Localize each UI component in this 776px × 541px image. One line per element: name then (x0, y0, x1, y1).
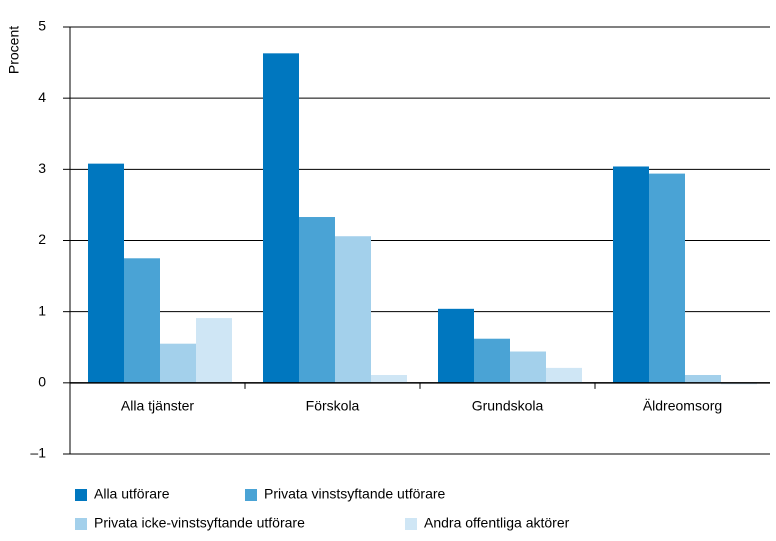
legend-label: Privata icke-vinstsyftande utförare (94, 515, 305, 531)
y-tick-label: 2 (38, 231, 46, 247)
y-axis-label: Procent (6, 26, 22, 74)
bar (371, 375, 407, 383)
bar (438, 308, 474, 383)
legend-label: Privata vinstsyftande utförare (264, 486, 446, 502)
legend-swatch (75, 518, 87, 530)
legend-label: Alla utförare (94, 486, 170, 502)
bar (88, 163, 124, 383)
x-tick-label: Alla tjänster (121, 398, 194, 414)
bar (474, 338, 510, 383)
bar (613, 166, 649, 383)
bar (196, 318, 232, 383)
bar (685, 375, 721, 383)
y-tick-label: 4 (38, 89, 46, 105)
legend-swatch (245, 489, 257, 501)
legend-label: Andra offentliga aktörer (424, 515, 570, 531)
x-tick-label: Förskola (306, 398, 360, 414)
bar (124, 258, 160, 383)
bar (160, 343, 196, 383)
x-tick-label: Grundskola (472, 398, 544, 414)
bar (263, 53, 299, 383)
y-tick-label: 1 (38, 302, 46, 318)
y-tick-label: 0 (38, 374, 46, 390)
y-tick-label: 3 (38, 160, 46, 176)
legend-swatch (75, 489, 87, 501)
bar (546, 367, 582, 383)
bar (649, 173, 685, 383)
bar (299, 217, 335, 383)
x-tick-label: Äldreomsorg (643, 398, 722, 414)
y-tick-label: 5 (38, 18, 46, 34)
legend-swatch (405, 518, 417, 530)
bar (510, 351, 546, 383)
y-tick-label: –1 (30, 445, 46, 461)
bar (335, 236, 371, 383)
